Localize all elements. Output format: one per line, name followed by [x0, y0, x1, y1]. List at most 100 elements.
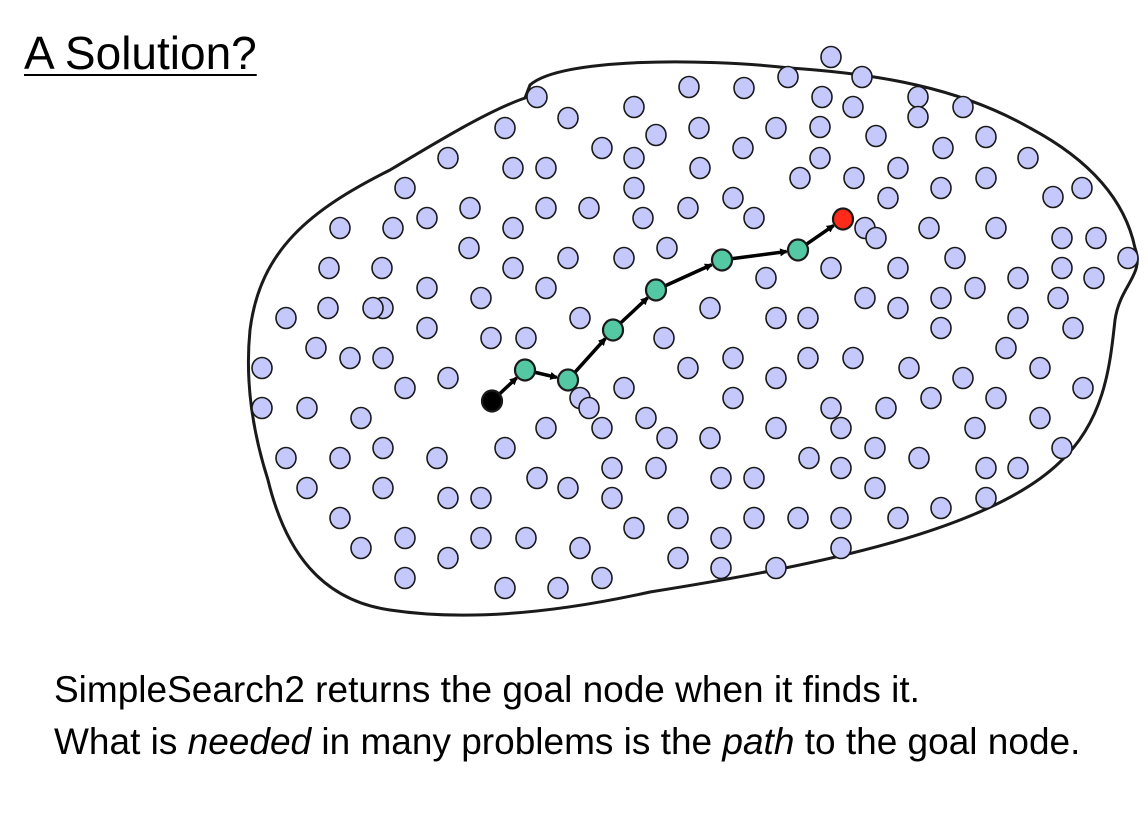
search-node	[699, 296, 721, 320]
search-node	[1062, 316, 1084, 340]
search-node	[798, 446, 820, 470]
search-node	[601, 486, 623, 510]
search-node	[932, 136, 954, 160]
path-node	[644, 278, 668, 302]
search-node	[645, 123, 667, 147]
search-node	[809, 146, 831, 170]
search-node	[667, 546, 689, 570]
search-node	[765, 366, 787, 390]
search-node	[613, 246, 635, 270]
search-node	[820, 396, 842, 420]
search-node	[1007, 306, 1029, 330]
caption-text: in many problems is the	[311, 721, 723, 762]
path-node	[513, 358, 537, 382]
search-node	[371, 256, 393, 280]
search-node	[677, 356, 699, 380]
search-node	[689, 156, 711, 180]
search-node	[864, 436, 886, 460]
search-node	[329, 446, 351, 470]
search-node	[1029, 406, 1051, 430]
search-node	[743, 206, 765, 230]
search-node	[865, 124, 887, 148]
search-node	[930, 316, 952, 340]
search-node	[787, 506, 809, 530]
search-node	[743, 506, 765, 530]
search-node	[613, 376, 635, 400]
search-node	[350, 406, 372, 430]
search-node	[710, 466, 732, 490]
search-node	[437, 366, 459, 390]
path-arrow	[573, 337, 607, 374]
search-node	[678, 75, 700, 99]
start-node	[480, 389, 504, 413]
search-node	[898, 356, 920, 380]
search-node	[653, 326, 675, 350]
search-node	[1085, 226, 1107, 250]
search-node	[908, 446, 930, 470]
search-node	[722, 386, 744, 410]
search-node	[830, 456, 852, 480]
path-arrow	[805, 224, 835, 246]
search-node	[318, 256, 340, 280]
search-node	[535, 276, 557, 300]
search-node	[437, 546, 459, 570]
search-node	[362, 296, 384, 320]
caption-text: What is	[54, 721, 188, 762]
search-node	[777, 65, 799, 89]
caption-text: to the goal node.	[794, 721, 1081, 762]
search-node	[591, 136, 613, 160]
path-node	[786, 238, 810, 262]
search-node	[275, 306, 297, 330]
path-arrow	[619, 296, 649, 325]
search-node	[416, 276, 438, 300]
search-node	[677, 196, 699, 220]
search-node	[1083, 266, 1105, 290]
search-node	[975, 125, 997, 149]
path-arrow	[732, 248, 789, 261]
solution-path	[480, 207, 855, 413]
search-node	[372, 476, 394, 500]
search-node	[765, 556, 787, 580]
search-node	[515, 526, 537, 550]
search-node	[1051, 226, 1073, 250]
search-node	[688, 116, 710, 140]
search-node	[459, 196, 481, 220]
search-node	[995, 336, 1017, 360]
search-node	[251, 356, 273, 380]
search-node	[743, 466, 765, 490]
path-node	[556, 368, 580, 392]
search-node	[329, 216, 351, 240]
search-node	[887, 296, 909, 320]
search-node	[918, 216, 940, 240]
search-node	[623, 95, 645, 119]
search-node	[765, 416, 787, 440]
search-node	[887, 156, 909, 180]
search-node	[864, 476, 886, 500]
search-node	[645, 456, 667, 480]
search-node	[722, 346, 744, 370]
search-node	[394, 566, 416, 590]
search-node	[733, 76, 755, 100]
search-node	[797, 346, 819, 370]
caption: SimpleSearch2 returns the goal node when…	[54, 664, 1114, 768]
search-node	[710, 556, 732, 580]
search-node	[985, 216, 1007, 240]
search-node	[830, 536, 852, 560]
search-node	[296, 396, 318, 420]
search-node	[591, 416, 613, 440]
search-node	[656, 426, 678, 450]
search-node	[820, 45, 842, 69]
search-node	[920, 386, 942, 410]
path-node	[710, 248, 734, 272]
search-node	[789, 166, 811, 190]
search-node	[339, 346, 361, 370]
search-node	[394, 526, 416, 550]
search-node	[765, 306, 787, 330]
search-node	[515, 326, 537, 350]
search-node	[569, 536, 591, 560]
goal-node	[831, 207, 855, 231]
search-node	[1051, 256, 1073, 280]
search-node	[930, 176, 952, 200]
path-arrow	[534, 370, 559, 380]
search-node	[907, 85, 929, 109]
